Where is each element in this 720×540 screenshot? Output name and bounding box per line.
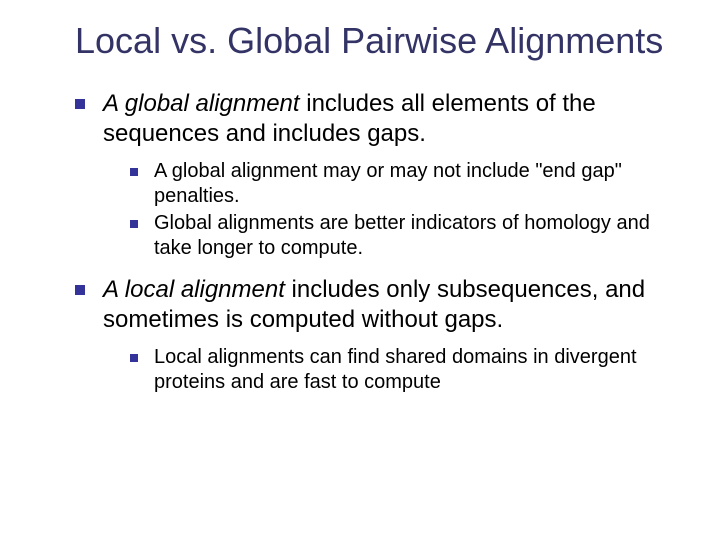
square-bullet-icon (130, 354, 138, 362)
body-text: A local alignment includes only subseque… (103, 275, 670, 335)
square-bullet-icon (75, 99, 85, 109)
slide-title: Local vs. Global Pairwise Alignments (75, 20, 670, 61)
list-item: A global alignment may or may not includ… (130, 159, 670, 209)
square-bullet-icon (75, 285, 85, 295)
slide: Local vs. Global Pairwise Alignments A g… (0, 0, 720, 429)
square-bullet-icon (130, 220, 138, 228)
italic-lead: A global alignment (103, 90, 300, 117)
list-item: A global alignment includes all elements… (75, 89, 670, 149)
body-text: A global alignment includes all elements… (103, 89, 670, 149)
body-text: Global alignments are better indicators … (154, 211, 670, 261)
list-item: A local alignment includes only subseque… (75, 275, 670, 335)
body-text: Local alignments can find shared domains… (154, 345, 670, 395)
list-item: Local alignments can find shared domains… (130, 345, 670, 395)
list-item: Global alignments are better indicators … (130, 211, 670, 261)
body-text: A global alignment may or may not includ… (154, 159, 670, 209)
square-bullet-icon (130, 168, 138, 176)
sub-list: Local alignments can find shared domains… (130, 345, 670, 395)
italic-lead: A local alignment (103, 276, 285, 303)
sub-list: A global alignment may or may not includ… (130, 159, 670, 261)
